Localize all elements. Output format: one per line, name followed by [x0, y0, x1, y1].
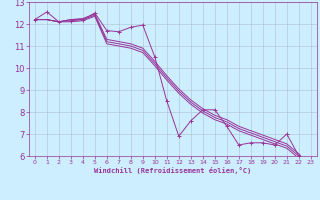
X-axis label: Windchill (Refroidissement éolien,°C): Windchill (Refroidissement éolien,°C) [94, 167, 252, 174]
